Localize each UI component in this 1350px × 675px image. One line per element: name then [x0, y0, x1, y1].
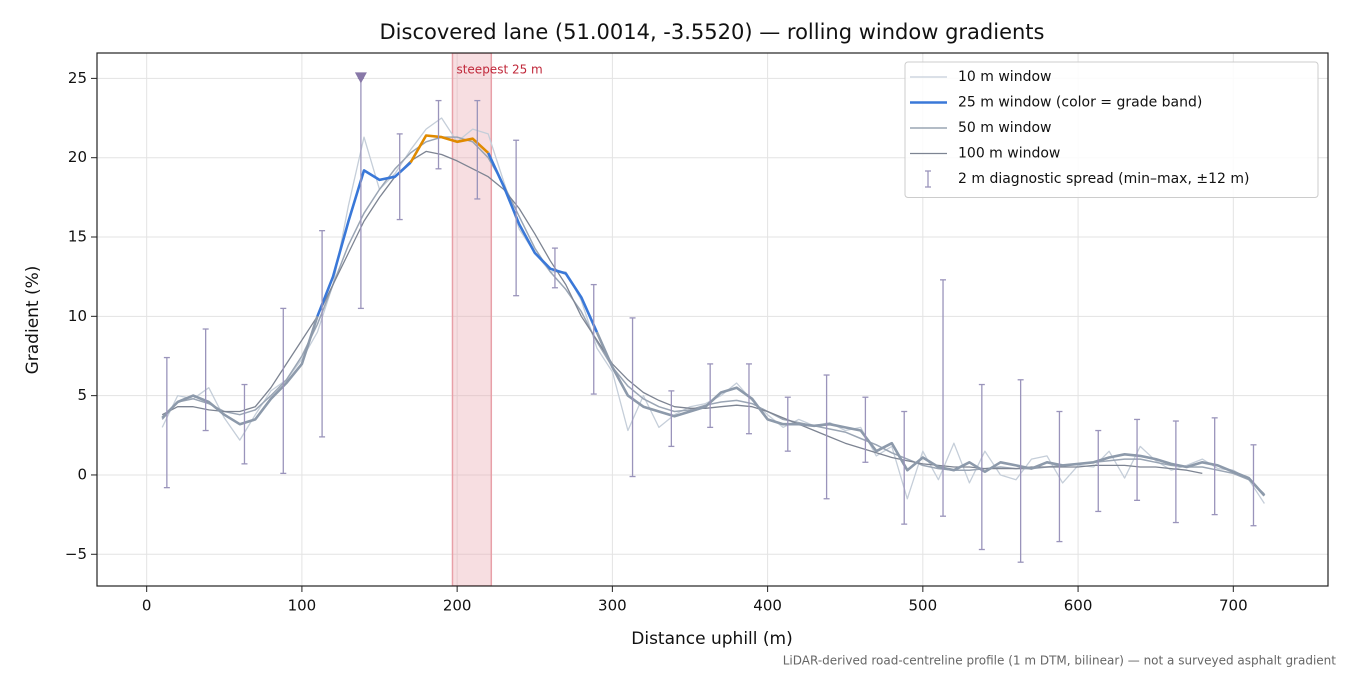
series-line [161, 315, 319, 426]
series-line [487, 152, 599, 333]
x-tick-label: 700 [1219, 597, 1248, 615]
peak-marker [354, 72, 367, 84]
steepest-label: steepest 25 m [456, 63, 542, 77]
y-tick-label: 15 [68, 228, 87, 246]
x-tick-label: 600 [1064, 597, 1093, 615]
series-line [595, 331, 1266, 497]
y-tick-label: 5 [77, 386, 87, 404]
legend-label: 100 m window [958, 146, 1060, 162]
series-line [316, 161, 412, 317]
legend-label: 10 m window [958, 69, 1051, 85]
plot-frame [96, 52, 1329, 587]
y-tick-label: 25 [68, 69, 87, 87]
legend-label: 50 m window [958, 120, 1051, 136]
y-tick-label: 0 [77, 465, 87, 483]
plot-area [161, 53, 1266, 586]
legend-box [904, 61, 1319, 198]
y-axis-label: Gradient (%) [23, 266, 43, 375]
legend-label: 2 m diagnostic spread (min–max, ±12 m) [958, 171, 1249, 187]
chart-title: Discovered lane (51.0014, -3.5520) — rol… [380, 20, 1045, 44]
legend-label: 25 m window (color = grade band) [958, 95, 1202, 111]
x-tick-label: 100 [288, 597, 317, 615]
footnote: LiDAR-derived road-centreline profile (1… [783, 654, 1337, 668]
x-tick-label: 0 [142, 597, 152, 615]
x-tick-label: 400 [753, 597, 782, 615]
x-axis-label: Distance uphill (m) [631, 629, 792, 649]
y-tick-label: −5 [65, 545, 87, 563]
y-tick-label: 10 [68, 307, 87, 325]
x-tick-label: 200 [443, 597, 472, 615]
series-line [409, 134, 490, 164]
x-tick-label: 500 [909, 597, 938, 615]
y-tick-label: 20 [68, 148, 87, 166]
x-tick-label: 300 [598, 597, 627, 615]
